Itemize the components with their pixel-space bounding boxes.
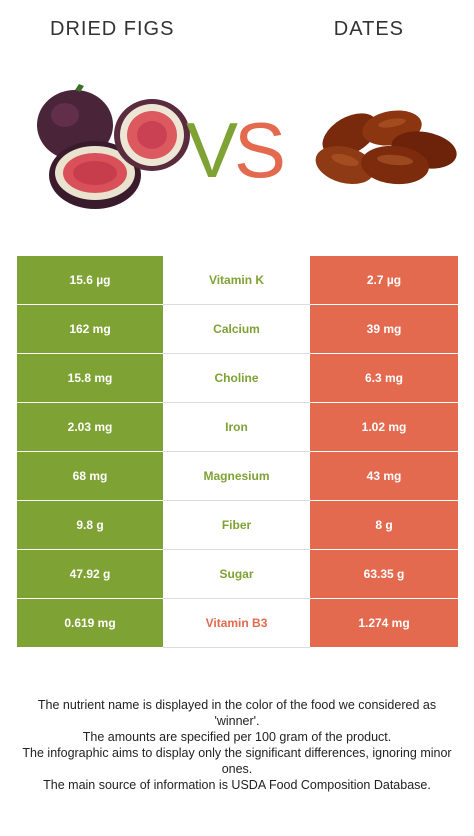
nutrient-name-cell: Choline <box>163 353 310 403</box>
left-value-cell: 47.92 g <box>17 549 163 599</box>
comparison-table: 15.6 µg Vitamin K 2.7 µg 162 mg Calcium 39 mg… <box>17 256 458 648</box>
vs-v-letter: V <box>186 106 238 194</box>
footnote-line: The nutrient name is displayed in the co… <box>37 698 437 728</box>
left-food-title: DRIED FIGS <box>50 18 175 40</box>
left-value-cell: 15.6 µg <box>17 256 163 305</box>
footnote: The nutrient name is displayed in the co… <box>20 697 454 793</box>
footnote-line: The main source of information is USDA F… <box>43 778 431 792</box>
table-row: 68 mg Magnesium 43 mg <box>17 451 458 501</box>
nutrient-name-cell: Fiber <box>163 500 310 550</box>
vs-label: VS <box>186 110 296 190</box>
left-value-cell: 15.8 mg <box>17 353 163 403</box>
nutrient-name-cell: Iron <box>163 402 310 452</box>
left-value-cell: 162 mg <box>17 304 163 354</box>
right-value-cell: 6.3 mg <box>310 353 458 403</box>
table-row: 47.92 g Sugar 63.35 g <box>17 549 458 599</box>
right-value-cell: 8 g <box>310 500 458 550</box>
dates-image <box>315 110 457 185</box>
table-row: 15.8 mg Choline 6.3 mg <box>17 353 458 403</box>
left-value-cell: 9.8 g <box>17 500 163 550</box>
left-value-cell: 0.619 mg <box>17 598 163 648</box>
nutrient-name-cell: Calcium <box>163 304 310 354</box>
left-value-cell: 68 mg <box>17 451 163 501</box>
right-value-cell: 2.7 µg <box>310 256 458 305</box>
nutrient-name-cell: Magnesium <box>163 451 310 501</box>
right-value-cell: 1.274 mg <box>310 598 458 648</box>
vs-s-letter: S <box>234 106 286 194</box>
nutrient-name-cell: Sugar <box>163 549 310 599</box>
right-value-cell: 43 mg <box>310 451 458 501</box>
left-value-cell: 2.03 mg <box>17 402 163 452</box>
nutrient-name-cell: Vitamin B3 <box>163 598 310 648</box>
nutrient-name-cell: Vitamin K <box>163 256 310 305</box>
table-row: 15.6 µg Vitamin K 2.7 µg <box>17 256 458 305</box>
right-value-cell: 1.02 mg <box>310 402 458 452</box>
right-value-cell: 39 mg <box>310 304 458 354</box>
table-row: 0.619 mg Vitamin B3 1.274 mg <box>17 598 458 648</box>
right-value-cell: 63.35 g <box>310 549 458 599</box>
table-row: 2.03 mg Iron 1.02 mg <box>17 402 458 452</box>
footnote-line: The amounts are specified per 100 gram o… <box>82 730 392 744</box>
figs-image <box>37 84 190 209</box>
table-row: 9.8 g Fiber 8 g <box>17 500 458 550</box>
food-images <box>37 84 457 209</box>
right-food-title: DATES <box>333 18 404 40</box>
table-row: 162 mg Calcium 39 mg <box>17 304 458 354</box>
footnote-line: The infographic aims to display only the… <box>22 746 452 776</box>
